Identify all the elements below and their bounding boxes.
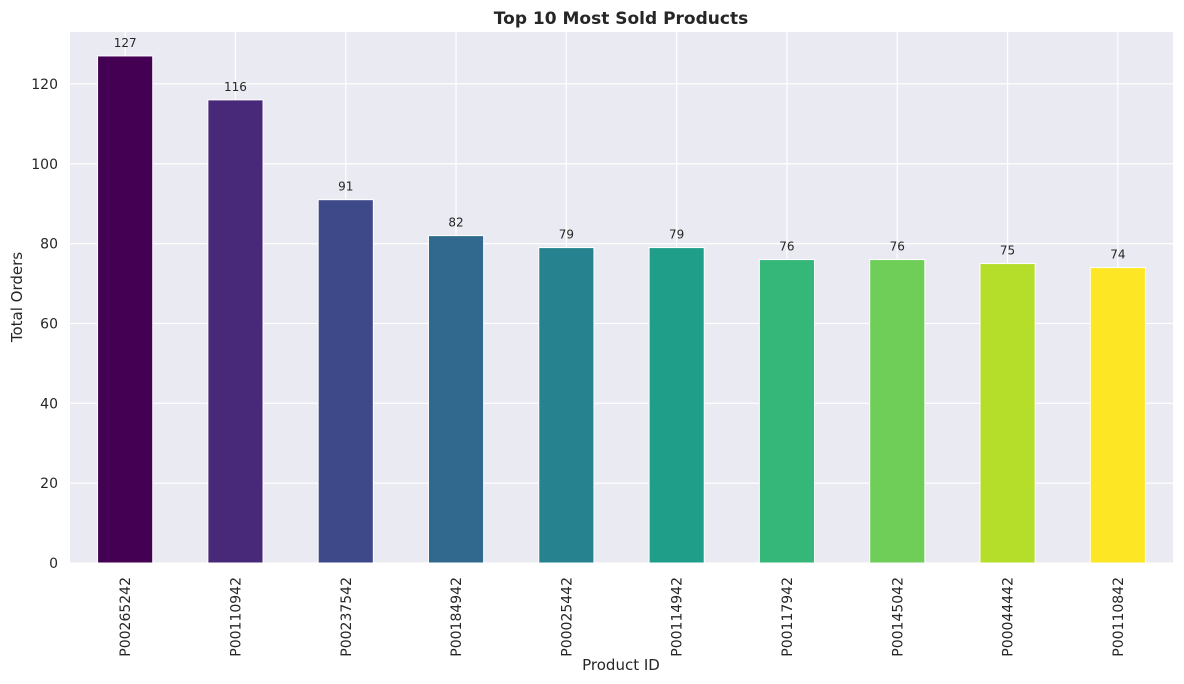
- bar-p00145042: [869, 259, 926, 564]
- bar-p00025442: [538, 247, 595, 564]
- bar-value-label: 82: [448, 216, 463, 230]
- x-tick-label: P00114942: [670, 577, 686, 657]
- bar-value-label: 116: [224, 80, 247, 94]
- x-tick-label: P00110842: [1111, 577, 1127, 657]
- x-tick-label: P00044442: [1001, 577, 1017, 657]
- y-tick-label: 40: [40, 396, 58, 412]
- y-axis-label: Total Orders: [8, 252, 26, 343]
- x-tick-label: P00184942: [449, 577, 465, 657]
- bar-value-label: 76: [890, 240, 905, 254]
- y-tick-label: 100: [31, 157, 58, 173]
- x-tick-label: P00117942: [780, 577, 796, 657]
- bar-p00114942: [648, 247, 705, 564]
- y-tick-label: 80: [40, 237, 58, 253]
- x-tick-label: P00237542: [339, 577, 355, 657]
- bar-p00110842: [1089, 267, 1146, 564]
- x-tick-label: P00025442: [559, 577, 575, 657]
- bar-value-label: 127: [114, 36, 137, 50]
- x-tick-label: P00145042: [890, 577, 906, 657]
- y-tick-label: 0: [49, 556, 58, 572]
- data-labels: 127 116 91 82 79 79 76 76 75 74: [114, 36, 1126, 262]
- x-tick-label: P00110942: [228, 577, 244, 657]
- chart-title: Top 10 Most Sold Products: [494, 9, 748, 29]
- bar-p00110942: [207, 99, 264, 564]
- bar-p00237542: [317, 199, 374, 564]
- y-axis-ticks: 0 20 40 60 80 100 120: [31, 77, 58, 572]
- bar-value-label: 79: [669, 228, 684, 242]
- bar-p00044442: [979, 263, 1036, 564]
- y-tick-label: 120: [31, 77, 58, 93]
- y-tick-label: 20: [40, 476, 58, 492]
- bar-value-label: 79: [559, 228, 574, 242]
- bar-value-label: 91: [338, 180, 353, 194]
- bar-value-label: 75: [1000, 244, 1015, 258]
- bar-value-label: 76: [779, 240, 794, 254]
- x-axis-ticks: P00265242 P00110942 P00237542 P00184942 P000…: [118, 577, 1127, 657]
- bar-p00117942: [758, 259, 816, 564]
- bar-value-label: 74: [1110, 248, 1125, 262]
- y-tick-label: 60: [40, 316, 58, 332]
- bar-p00184942: [427, 235, 485, 564]
- x-tick-label: P00265242: [118, 577, 134, 657]
- x-axis-label: Product ID: [582, 656, 660, 674]
- bar-p00265242: [97, 55, 154, 564]
- bars: [97, 55, 1146, 564]
